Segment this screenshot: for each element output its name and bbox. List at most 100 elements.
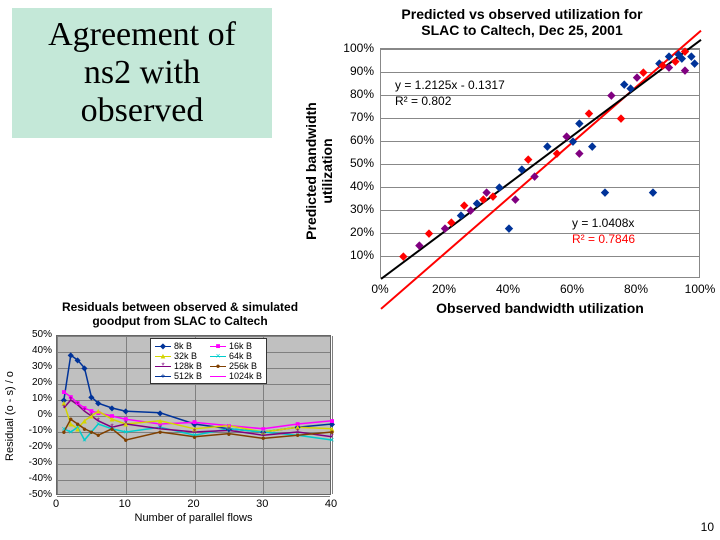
scatter-point: ◆	[415, 238, 423, 251]
res-ytick: 0%	[16, 409, 52, 420]
res-point: ×	[82, 436, 87, 445]
res-point: ●	[123, 436, 128, 445]
res-point: ●	[110, 424, 115, 433]
scatter-point: ◆	[649, 185, 657, 198]
res-xtick: 40	[321, 498, 341, 510]
scatter-point: ◆	[639, 66, 647, 79]
res-point: ●	[261, 434, 266, 443]
scatter-xticks: 0%20%40%60%80%100%	[380, 282, 700, 300]
scatter-xtick: 0%	[362, 282, 398, 296]
res-point: ●	[89, 428, 94, 437]
scatter-ytick: 90%	[328, 64, 374, 78]
res-point: *	[90, 412, 93, 421]
res-xtick: 10	[115, 498, 135, 510]
legend-item: ■16k B	[210, 341, 262, 351]
scatter-xtick: 100%	[682, 282, 718, 296]
scatter-point: ◆	[607, 89, 615, 102]
scatter-point: ◆	[505, 222, 513, 235]
res-point: ●	[68, 415, 73, 424]
res-point: *	[62, 404, 65, 413]
legend-item: ◆8k B	[155, 341, 202, 351]
scatter-ytick: 60%	[328, 133, 374, 147]
trendline-eq: y = 1.2125x - 0.1317	[395, 78, 505, 92]
scatter-point: ◆	[399, 250, 407, 263]
scatter-ytick: 100%	[328, 41, 374, 55]
scatter-point: ◆	[585, 107, 593, 120]
scatter-point: ◆	[530, 169, 538, 182]
res-point: ●	[158, 428, 163, 437]
slide-title-box: Agreement of ns2 with observed	[12, 8, 272, 138]
res-ytick: -10%	[16, 425, 52, 436]
title-line-2: ns2 with	[28, 54, 256, 92]
res-point: *	[124, 420, 127, 429]
residual-yticks: -50%-40%-30%-20%-10%0%10%20%30%40%50%	[18, 335, 54, 495]
res-point: ●	[82, 424, 87, 433]
scatter-chart: Predicted vs observed utilization for SL…	[288, 6, 716, 38]
res-point: *	[97, 416, 100, 425]
res-point: ◆	[81, 364, 87, 373]
res-ytick: 10%	[16, 393, 52, 404]
legend-item: ▲32k B	[155, 351, 202, 361]
trendline-r2: R² = 0.7846	[572, 232, 635, 246]
legend-item: —1024k B	[210, 371, 262, 381]
legend-item: ●256k B	[210, 361, 262, 371]
res-xtick: 20	[184, 498, 204, 510]
residual-legend: ◆8k B ■16k B ▲32k B ×64k B *128k B ●256k B +51…	[150, 338, 267, 384]
res-point: ●	[61, 428, 66, 437]
scatter-point: ◆	[447, 215, 455, 228]
trendline-r2: R² = 0.802	[395, 94, 451, 108]
page-number: 10	[701, 520, 714, 534]
scatter-yticks: 10%20%30%40%50%60%70%80%90%100%	[330, 48, 376, 278]
scatter-ytick: 10%	[328, 248, 374, 262]
res-ytick: 50%	[16, 329, 52, 340]
res-point: ●	[75, 420, 80, 429]
scatter-xtick: 20%	[426, 282, 462, 296]
res-point: ●	[295, 431, 300, 440]
res-ytick: 40%	[16, 345, 52, 356]
res-point: ●	[226, 429, 231, 438]
scatter-point: ◆	[681, 63, 689, 76]
res-point: *	[83, 407, 86, 416]
scatter-point: ◆	[575, 116, 583, 129]
scatter-point: ◆	[601, 185, 609, 198]
scatter-xtick: 60%	[554, 282, 590, 296]
res-point: *	[76, 400, 79, 409]
scatter-point: ◆	[495, 181, 503, 194]
res-point: ×	[68, 428, 73, 437]
scatter-point: ◆	[553, 146, 561, 159]
residual-title: Residuals between observed & simulated g…	[30, 300, 330, 328]
res-point: ●	[96, 431, 101, 440]
res-point: ▲	[94, 407, 102, 416]
res-point: ●	[330, 428, 335, 437]
legend-item: +512k B	[155, 371, 202, 381]
scatter-point: ◆	[575, 146, 583, 159]
trendline-eq: y = 1.0408x	[572, 216, 634, 230]
res-ytick: -30%	[16, 457, 52, 468]
res-ytick: 20%	[16, 377, 52, 388]
title-line-3: observed	[28, 92, 256, 130]
res-point: *	[69, 396, 72, 405]
res-ytick: -20%	[16, 441, 52, 452]
scatter-ytick: 50%	[328, 156, 374, 170]
residual-xlabel: Number of parallel flows	[56, 512, 331, 524]
scatter-xtick: 80%	[618, 282, 654, 296]
scatter-point: ◆	[626, 82, 634, 95]
res-point: ◆	[68, 351, 74, 360]
scatter-ytick: 70%	[328, 110, 374, 124]
res-ytick: 30%	[16, 361, 52, 372]
legend-item: ×64k B	[210, 351, 262, 361]
scatter-point: ◆	[511, 192, 519, 205]
res-ytick: -40%	[16, 473, 52, 484]
scatter-point: ◆	[543, 139, 551, 152]
scatter-ytick: 40%	[328, 179, 374, 193]
scatter-point: ◆	[524, 153, 532, 166]
residual-ylabel: Residual (o - s) / o	[4, 371, 16, 461]
legend-item: *128k B	[155, 361, 202, 371]
scatter-point: ◆	[617, 112, 625, 125]
res-point: ■	[61, 388, 66, 397]
scatter-ytick: 20%	[328, 225, 374, 239]
res-point: ◆	[75, 356, 81, 365]
scatter-point: ◆	[588, 139, 596, 152]
res-xtick: 0	[46, 498, 66, 510]
res-point: ●	[192, 432, 197, 441]
